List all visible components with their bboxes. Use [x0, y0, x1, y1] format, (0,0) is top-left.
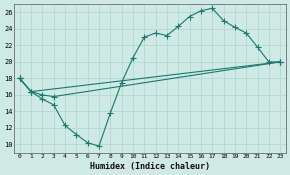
- X-axis label: Humidex (Indice chaleur): Humidex (Indice chaleur): [90, 162, 210, 171]
